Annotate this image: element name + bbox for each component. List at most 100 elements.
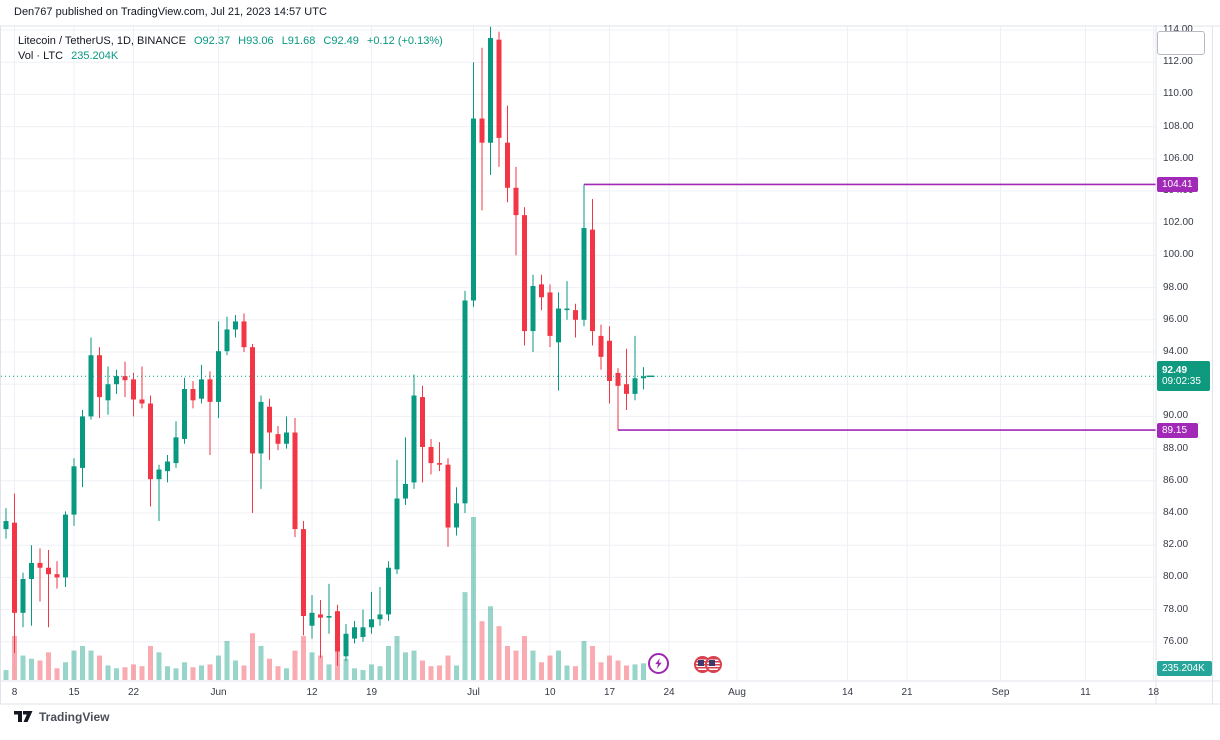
volume-bar [615,660,621,680]
symbol-title: Litecoin / TetherUS, 1D, BINANCE [18,35,186,47]
volume-bar [488,606,493,680]
us-flag-event-icon[interactable] [705,656,722,673]
candle-body [556,308,561,343]
candle-body [343,633,349,657]
time-axis-label: 15 [68,687,80,698]
volume-bar [139,666,145,680]
candle-body [428,446,434,464]
volume-bar [97,655,102,680]
candle-body [539,284,544,298]
volume-badge-value: 235.204K [1162,663,1205,674]
ohlc-low: L91.68 [281,35,316,47]
candle-body [505,142,510,188]
volume-bar [607,655,612,680]
candle-body [471,118,476,301]
candle-body [284,432,289,444]
volume-bar [190,667,196,680]
candle-body [496,39,502,138]
volume-bar [343,658,349,680]
ohlc-close: C92.49 [323,35,359,47]
candle-body [386,567,391,615]
tradingview-logo-icon[interactable] [14,709,33,724]
volume-bar [29,658,34,680]
price-axis-label: 98.00 [1163,281,1189,293]
lightning-event-icon[interactable] [648,653,669,674]
price-axis-label: 84.00 [1163,507,1189,518]
price-axis-label: 76.00 [1163,635,1189,647]
candle-body [318,614,323,618]
tradingview-brand-text[interactable]: TradingView [39,709,110,724]
candle-body [564,308,570,311]
candle-body [309,612,315,626]
volume-bar [71,650,77,680]
time-axis-label: 21 [901,687,913,698]
volume-bar [148,645,153,680]
volume-bar [641,663,646,680]
volume-bar [182,662,187,680]
volume-bar [581,641,587,680]
volume-bar [165,666,170,680]
price-axis-label: 106.00 [1163,152,1194,164]
time-axis-label: Jul [467,687,480,698]
volume-bar [267,658,272,680]
volume-label: Vol · LTC [18,50,64,62]
candle-body [199,379,204,399]
volume-bar [462,592,468,680]
price-line-badge-upper: 104.41 [1157,177,1198,192]
price-axis-label: 110.00 [1163,88,1193,100]
time-axis-label: 14 [841,687,854,698]
volume-bar [428,666,434,680]
legend-row-symbol: Litecoin / TetherUS, 1D, BINANCE O92.37 … [18,34,443,49]
time-axis-label: 12 [306,687,318,698]
candle-body [241,321,247,348]
price-line-value-upper: 104.41 [1162,179,1193,190]
volume-bar [539,662,544,680]
candle-body [369,619,374,628]
price-line-badge-lower: 89.15 [1157,423,1198,438]
volume-bar [54,668,60,680]
price-axis-label: 78.00 [1163,603,1189,615]
volume-bar [369,664,374,680]
candle-body [190,389,196,401]
price-axis-label: 90.00 [1163,410,1189,422]
price-change: +0.12 (+0.13%) [366,35,443,47]
candle-body [352,627,357,639]
volume-bar [479,621,485,680]
price-line-value-lower: 89.15 [1162,425,1188,436]
volume-value: 235.204K [71,50,119,62]
price-axis-label: 94.00 [1163,346,1189,357]
price-axis-label: 108.00 [1163,120,1194,132]
volume-bar [471,517,476,680]
volume-bar [207,664,213,680]
candle-body [513,187,519,216]
price-axis-label: 88.00 [1163,442,1189,454]
candle-body [420,397,425,447]
price-axis-label: 96.00 [1163,313,1189,325]
candle-body [37,562,43,568]
candle-body [479,118,485,143]
candle-body [250,347,255,454]
candle-body [88,355,94,417]
candle-body [156,469,162,480]
axis-empty-label-box [1157,31,1205,55]
candle-body [216,351,221,402]
candle-body [258,401,264,454]
current-price-value: 92.49 [1162,365,1188,376]
candle-body [182,389,187,439]
volume-bar [564,665,570,680]
candle-body [454,503,459,528]
volume-bar [530,650,536,680]
candle-body [547,292,553,336]
volume-bar [131,664,136,680]
volume-bar [386,645,391,680]
candle-body [411,395,417,483]
candle-body [360,627,366,637]
current-price-badge: 92.49 09:02:35 [1157,361,1210,391]
price-axis-label: 100.00 [1163,249,1194,261]
candle-body [590,229,595,332]
candle-body [615,372,621,386]
ohlc-high: H93.06 [238,35,274,47]
candle-body [437,463,442,465]
